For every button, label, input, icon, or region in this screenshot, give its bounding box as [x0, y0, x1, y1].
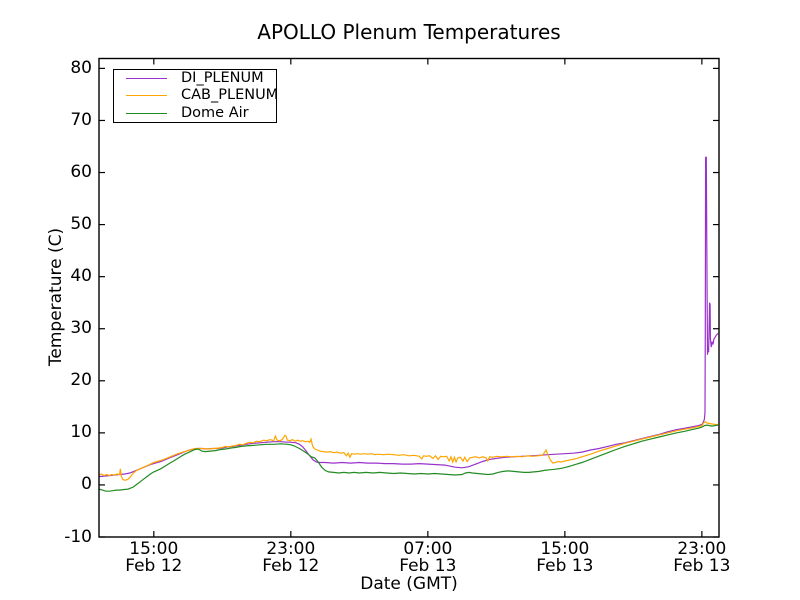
- series-line-dome-air: [99, 424, 719, 492]
- x-tick-date-2: Feb 13: [399, 555, 457, 576]
- y-tick-label-40: 40: [70, 266, 92, 287]
- y-axis-label: Temperature (C): [46, 227, 66, 367]
- series-line-cab-plenum: [99, 421, 719, 481]
- y-tick-label-70: 70: [70, 109, 92, 130]
- x-tick-label-4: 23:00 Feb 13: [657, 541, 747, 574]
- legend-swatch-di-plenum: [126, 78, 167, 80]
- x-tick-date-1: Feb 12: [262, 555, 320, 576]
- legend-label-di-plenum: DI_PLENUM: [181, 70, 264, 87]
- legend-item-dome-air: Dome Air: [114, 105, 276, 122]
- y-tick-label-10: 10: [70, 422, 92, 443]
- x-tick-label-2: 07:00 Feb 13: [383, 541, 473, 574]
- x-tick-label-3: 15:00 Feb 13: [520, 541, 610, 574]
- y-tick-label-30: 30: [70, 318, 92, 339]
- x-tick-date-4: Feb 13: [673, 555, 731, 576]
- x-tick-label-1: 23:00 Feb 12: [246, 541, 336, 574]
- x-axis-label: Date (GMT): [360, 574, 458, 594]
- y-tick-label-80: 80: [70, 57, 92, 78]
- y-tick-label-0: 0: [81, 474, 92, 495]
- x-tick-time-0: 15:00: [129, 539, 179, 559]
- x-tick-date-0: Feb 12: [125, 555, 183, 576]
- axes-frame-and-ticks: [98, 57, 720, 538]
- chart-title: APOLLO Plenum Temperatures: [257, 20, 561, 44]
- axes-frame: [98, 57, 720, 538]
- y-tick-label-50: 50: [70, 214, 92, 235]
- y-tick-label-60: 60: [70, 162, 92, 183]
- legend-swatch-cab-plenum: [126, 95, 167, 97]
- x-tick-date-3: Feb 13: [536, 555, 594, 576]
- x-tick-time-3: 15:00: [540, 539, 590, 559]
- legend-label-cab-plenum: CAB_PLENUM: [181, 87, 279, 104]
- x-tick-time-4: 23:00: [677, 539, 727, 559]
- legend-label-dome-air: Dome Air: [181, 104, 249, 121]
- x-tick-time-1: 23:00: [266, 539, 316, 559]
- series-lines: [99, 156, 719, 492]
- y-tick-label-20: 20: [70, 370, 92, 391]
- legend-item-di-plenum: DI_PLENUM: [114, 70, 276, 87]
- legend: DI_PLENUM CAB_PLENUM Dome Air: [113, 69, 279, 123]
- legend-swatch-dome-air: [126, 112, 167, 114]
- x-tick-time-2: 07:00: [403, 539, 453, 559]
- y-tick-label--10: -10: [64, 526, 92, 547]
- legend-item-cab-plenum: CAB_PLENUM: [114, 87, 279, 104]
- x-tick-label-0: 15:00 Feb 12: [109, 541, 199, 574]
- series-line-di-plenum: [99, 156, 719, 478]
